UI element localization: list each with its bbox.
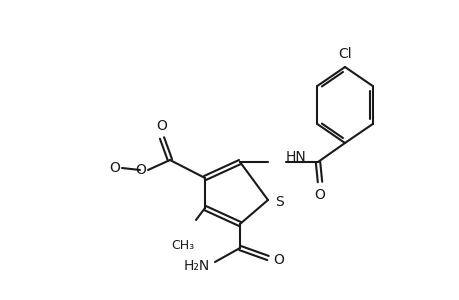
Text: S: S <box>274 195 283 209</box>
Text: HN: HN <box>285 150 306 164</box>
Text: O: O <box>314 188 325 202</box>
Text: O: O <box>156 119 167 133</box>
Text: Cl: Cl <box>337 47 351 61</box>
Text: O: O <box>272 253 283 267</box>
Text: CH₃: CH₃ <box>171 239 194 252</box>
Text: H₂N: H₂N <box>183 259 210 273</box>
Text: O: O <box>135 163 146 177</box>
Text: O: O <box>109 161 120 175</box>
